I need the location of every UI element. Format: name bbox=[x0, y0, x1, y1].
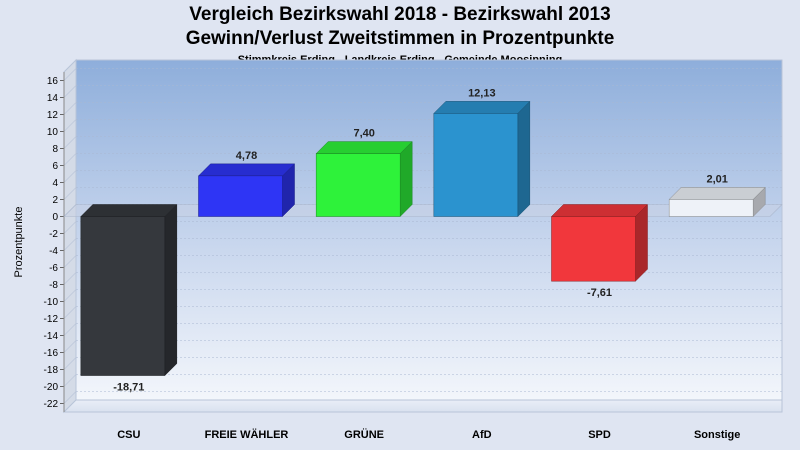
data-label: -18,71 bbox=[113, 382, 144, 394]
gridline-side bbox=[63, 85, 77, 98]
gridline-side bbox=[63, 391, 77, 404]
y-tick-label: -2 bbox=[49, 229, 58, 240]
y-axis-label: Prozentpunkte bbox=[13, 207, 25, 278]
x-tick-label: AfD bbox=[472, 429, 492, 441]
gridline-side bbox=[63, 289, 77, 302]
y-tick-label: 8 bbox=[52, 144, 58, 155]
gridline-side bbox=[63, 170, 77, 183]
y-tick-label: -8 bbox=[49, 280, 58, 291]
x-tick-label: CSU bbox=[117, 429, 140, 441]
gridline-side bbox=[63, 68, 77, 81]
data-label: 4,78 bbox=[236, 150, 257, 162]
bar-top bbox=[433, 101, 531, 114]
y-tick-label: 0 bbox=[52, 212, 58, 223]
x-tick-label: FREIE WÄHLER bbox=[205, 428, 289, 441]
data-label: 7,40 bbox=[353, 128, 374, 140]
y-tick-label: -4 bbox=[49, 246, 58, 257]
bar-side bbox=[399, 140, 413, 218]
gridline-side bbox=[63, 272, 77, 285]
bar-side bbox=[635, 203, 648, 282]
x-tick-label: Sonstige bbox=[694, 429, 740, 441]
y-tick-label: 16 bbox=[47, 76, 59, 87]
y-tick-label: -20 bbox=[44, 382, 59, 393]
gridline-side bbox=[63, 255, 77, 268]
y-tick-label: -22 bbox=[44, 399, 59, 410]
bar bbox=[668, 199, 754, 217]
bar bbox=[551, 216, 636, 282]
plot-floor bbox=[62, 399, 783, 413]
chart-title: Vergleich Bezirkswahl 2018 - Bezirkswahl… bbox=[189, 4, 611, 25]
data-label: 2,01 bbox=[706, 173, 727, 185]
y-tick-label: -6 bbox=[49, 263, 58, 274]
bar-top bbox=[315, 141, 413, 154]
bar-side bbox=[517, 100, 531, 218]
y-tick-label: 4 bbox=[52, 178, 58, 189]
data-label: 12,13 bbox=[468, 87, 496, 99]
y-tick-label: -12 bbox=[44, 314, 59, 325]
data-label: -7,61 bbox=[587, 287, 612, 299]
plot-back-wall bbox=[75, 59, 783, 401]
x-tick-label: SPD bbox=[588, 429, 611, 441]
gridline-side bbox=[63, 221, 77, 234]
y-tick-label: -10 bbox=[44, 297, 59, 308]
chart-title-line2: Gewinn/Verlust Zweitstimmen in Prozentpu… bbox=[185, 28, 615, 49]
gridline-side bbox=[63, 187, 77, 200]
gridline-side bbox=[63, 136, 77, 149]
bar-top bbox=[550, 204, 649, 217]
gridline-side bbox=[63, 323, 77, 336]
bar bbox=[198, 175, 283, 217]
gridline-side bbox=[63, 306, 77, 319]
gridline-side bbox=[63, 357, 77, 370]
bar-top bbox=[80, 204, 178, 217]
bar-top bbox=[197, 163, 296, 177]
y-tick-label: 14 bbox=[47, 93, 59, 104]
y-tick-label: 12 bbox=[47, 110, 59, 121]
gridline-side bbox=[63, 119, 77, 132]
gridline-side bbox=[63, 340, 77, 353]
gridline-side bbox=[63, 374, 77, 387]
y-tick-label: 10 bbox=[47, 127, 59, 138]
bar-side bbox=[164, 203, 178, 377]
y-tick-label: 2 bbox=[52, 195, 58, 206]
gridline-side bbox=[63, 238, 77, 251]
y-tick-label: -14 bbox=[44, 331, 59, 342]
y-tick-label: -18 bbox=[44, 365, 59, 376]
y-tick-label: 6 bbox=[52, 161, 58, 172]
bar bbox=[315, 153, 401, 217]
bar bbox=[433, 113, 519, 217]
x-tick-label: GRÜNE bbox=[344, 428, 384, 441]
gridline-side bbox=[63, 153, 77, 166]
gridline-side bbox=[63, 102, 77, 115]
y-tick-label: -16 bbox=[44, 348, 59, 359]
bar-top bbox=[668, 187, 766, 200]
bar bbox=[80, 216, 166, 376]
